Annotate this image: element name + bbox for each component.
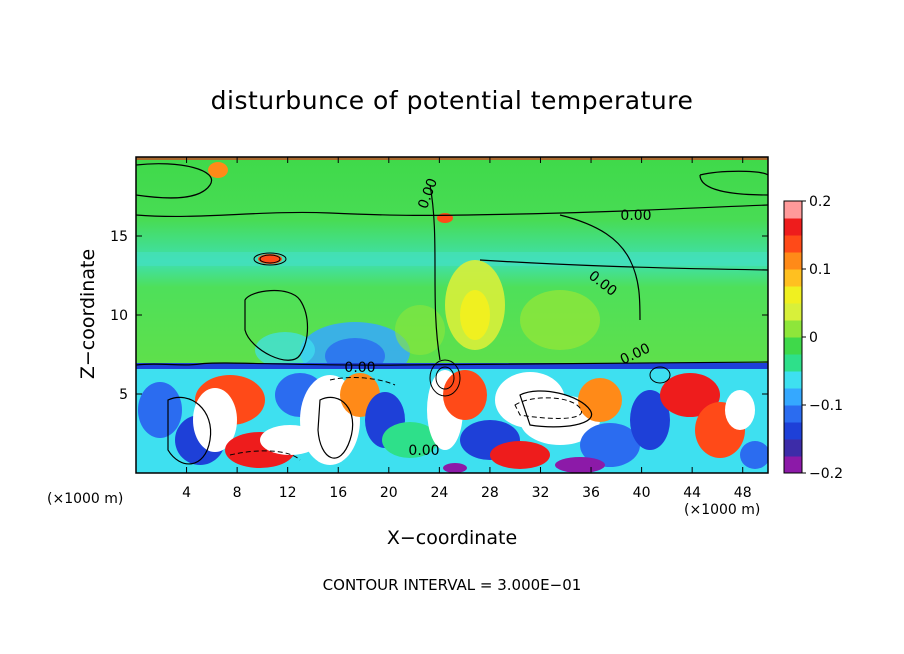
contour-label: 0.00 (408, 443, 439, 459)
warm-anomaly-core (460, 290, 490, 340)
y-tick-label: 15 (110, 229, 128, 245)
y-axis-ticks: 5 10 15 (110, 229, 768, 403)
colorbar-swatch (784, 201, 802, 219)
colorbar-tick-label: −0.2 (809, 466, 843, 482)
top-edge-band (136, 157, 768, 160)
warm-patch-2 (395, 305, 445, 355)
colorbar-tick-label: 0.1 (809, 262, 831, 278)
colorbar-swatch (784, 371, 802, 389)
x-axis-ticks: 4 8 12 16 20 24 28 32 36 40 44 48 (182, 157, 752, 501)
chart-title: disturbunce of potential temperature (210, 86, 694, 115)
colorbar-swatch (784, 405, 802, 423)
x-tick-label: 20 (380, 485, 398, 501)
colorbar-swatch (784, 354, 802, 372)
hot-spot-1 (208, 162, 228, 178)
cool-band (136, 252, 768, 266)
contour-clusters (253, 252, 671, 397)
inversion-strip (136, 363, 768, 369)
colorbar-swatch (784, 218, 802, 236)
colorbar-tick-label: −0.1 (809, 398, 843, 414)
hot-spot-3 (437, 213, 453, 223)
x-tick-label: 28 (481, 485, 499, 501)
x-tick-label: 24 (430, 485, 448, 501)
x-tick-label: 16 (329, 485, 347, 501)
colorbar-tick-label: 0.2 (809, 194, 831, 210)
negative-contours (229, 377, 583, 461)
colorbar-swatch (784, 303, 802, 321)
x-tick-label: 4 (182, 485, 191, 501)
x-unit-label-left: (×1000 m) (47, 491, 124, 507)
y-tick-label: 5 (119, 387, 128, 403)
contour-lines (136, 163, 768, 465)
colorbar-swatch (784, 320, 802, 338)
contour-label-layer: 0.000.000.000.000.000.00 (344, 176, 652, 459)
y-tick-label: 10 (110, 308, 128, 324)
colorbar-swatch (784, 252, 802, 270)
colorbar-swatch (784, 269, 802, 287)
cyan-patch (255, 332, 315, 368)
warm-patch (520, 290, 600, 350)
colorbar-swatch (784, 456, 802, 474)
x-tick-label: 36 (582, 485, 600, 501)
colorbar-tick-label: 0 (809, 330, 818, 346)
lower-blobs (138, 370, 768, 473)
colorbar-swatch (784, 337, 802, 355)
hot-spot-2 (258, 254, 282, 264)
contour-label: 0.00 (344, 360, 375, 376)
contour-label: 0.00 (620, 208, 651, 224)
colorbar-swatch (784, 439, 802, 457)
colorbar: 0.2 0.1 0 −0.1 −0.2 (783, 194, 843, 482)
colorbar-swatch (784, 388, 802, 406)
contour-interval-note: CONTOUR INTERVAL = 3.000E−01 (322, 576, 582, 594)
x-tick-label: 44 (683, 485, 701, 501)
field-layer (136, 157, 768, 473)
x-axis-label: X−coordinate (386, 527, 518, 549)
x-tick-label: 8 (233, 485, 242, 501)
x-tick-label: 40 (633, 485, 651, 501)
colorbar-swatch (784, 422, 802, 440)
colorbar-swatch (784, 235, 802, 253)
x-unit-label-right: (×1000 m) (684, 502, 761, 518)
colorbar-swatch (784, 286, 802, 304)
x-tick-label: 48 (734, 485, 752, 501)
x-tick-label: 32 (532, 485, 550, 501)
x-tick-label: 12 (279, 485, 297, 501)
